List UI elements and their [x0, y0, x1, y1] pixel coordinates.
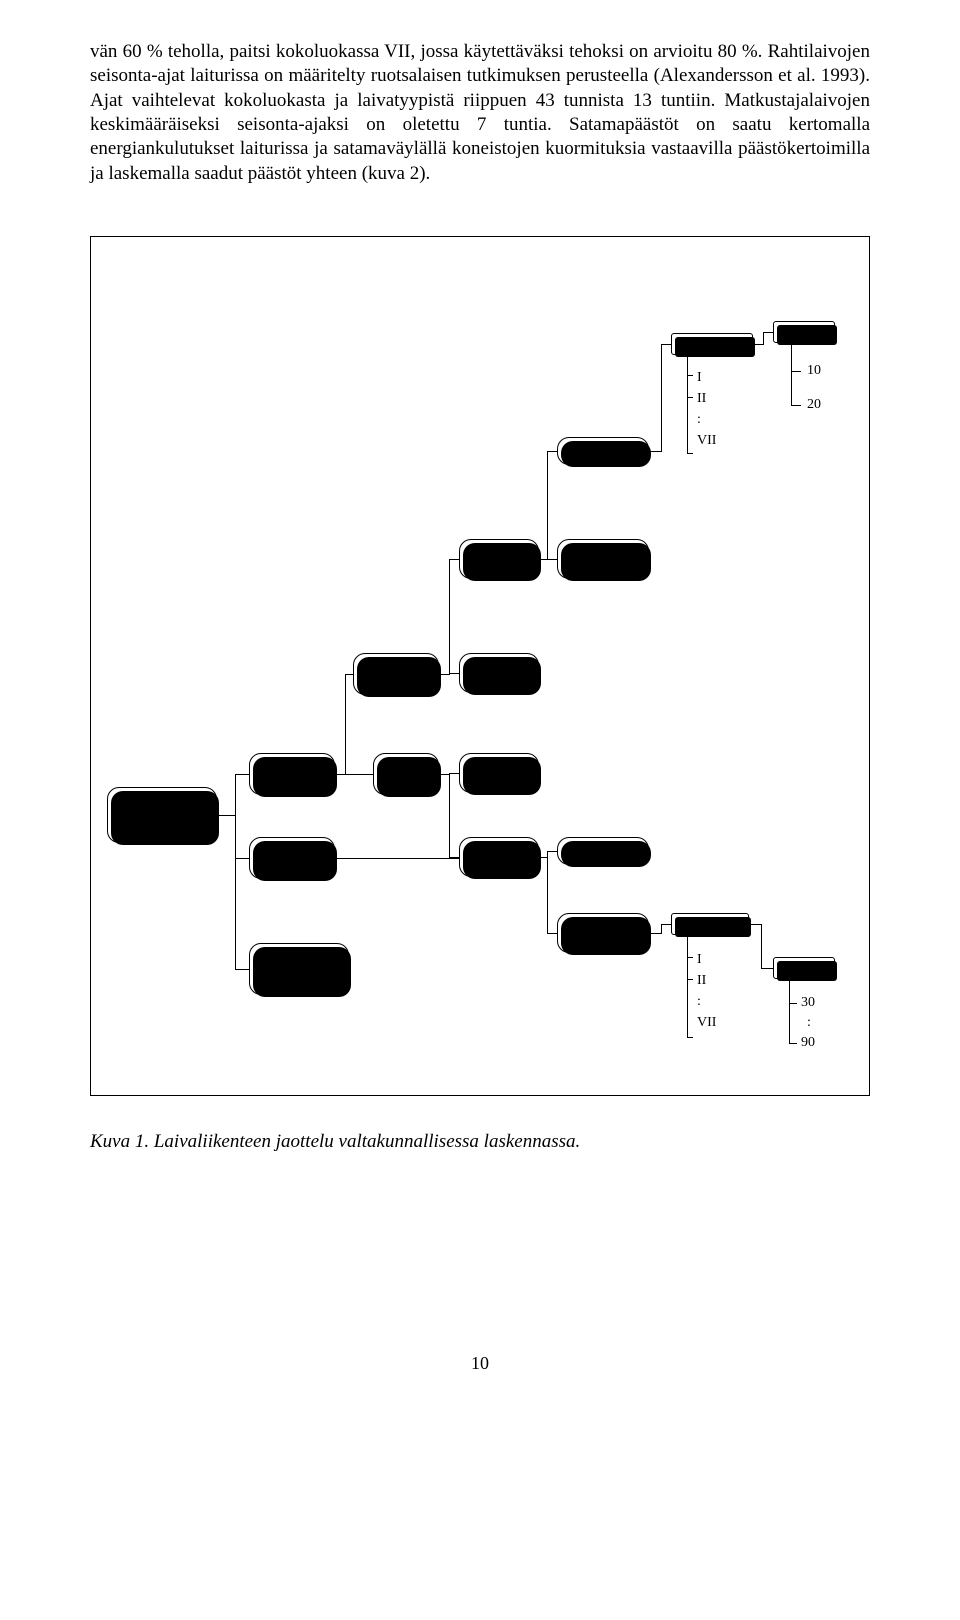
- node-vayla: VÄYLÄ-PÄÄSTÖT: [249, 753, 335, 795]
- node-kotimaan2: Kotimaan-liikenne: [459, 753, 539, 793]
- node-veneily: VENEILY,KALASTUS,TYÖVENEET: [249, 943, 349, 995]
- num-90: 90: [801, 1035, 815, 1051]
- node-rahti: Rahti-laivat: [373, 753, 439, 795]
- node-ulkomaalainen2: ulkomaalai-nen: [557, 913, 649, 953]
- node-satama: SATAMA-PÄÄSTÖT: [249, 837, 335, 879]
- figure-diagram: VALTA-KUNNALLISETPÄÄSTÖT VÄYLÄ-PÄÄSTÖT S…: [90, 236, 870, 1096]
- caption-text: Laivaliikenteen jaottelu valtakunnallise…: [149, 1131, 580, 1152]
- node-valta: VALTA-KUNNALLISETPÄÄSTÖT: [107, 787, 217, 843]
- leaf-kokoluokk2: kokoluokk: [671, 913, 749, 935]
- figure-caption: Kuva 1. Laivaliikenteen jaottelu valtaku…: [90, 1131, 870, 1153]
- num-colon: :: [807, 1015, 811, 1031]
- node-ulkomaalainen1: ulkomaalai-nen: [557, 539, 649, 579]
- node-ulkomaan1: Ulkomaan-liikenne: [459, 653, 539, 693]
- node-matkustaja: Matkustaja-laivat: [353, 653, 439, 695]
- node-kotimaan1: Kotimaan-liikenne: [459, 539, 539, 579]
- leaf-kokoluokka1: kokoluokka: [671, 333, 753, 355]
- page-number: 10: [90, 1353, 870, 1374]
- num-30: 30: [801, 995, 815, 1011]
- body-paragraph: vän 60 % teholla, paitsi kokoluokassa VI…: [90, 40, 870, 186]
- leaf-aluslaji2: aluslaji: [773, 957, 835, 979]
- leaf-aluslaji1: aluslaji: [773, 321, 835, 343]
- caption-ref: Kuva 1.: [90, 1131, 149, 1152]
- node-suomalainen2: suomalainen: [557, 837, 649, 865]
- list-top: III:VII: [697, 367, 716, 451]
- num-20: 20: [807, 397, 821, 413]
- list-bottom: III:VII: [697, 949, 716, 1033]
- num-10: 10: [807, 363, 821, 379]
- node-suomalainen1: suomalainen: [557, 437, 649, 465]
- node-ulkomaan2: Ulkomaan-liikenne: [459, 837, 539, 877]
